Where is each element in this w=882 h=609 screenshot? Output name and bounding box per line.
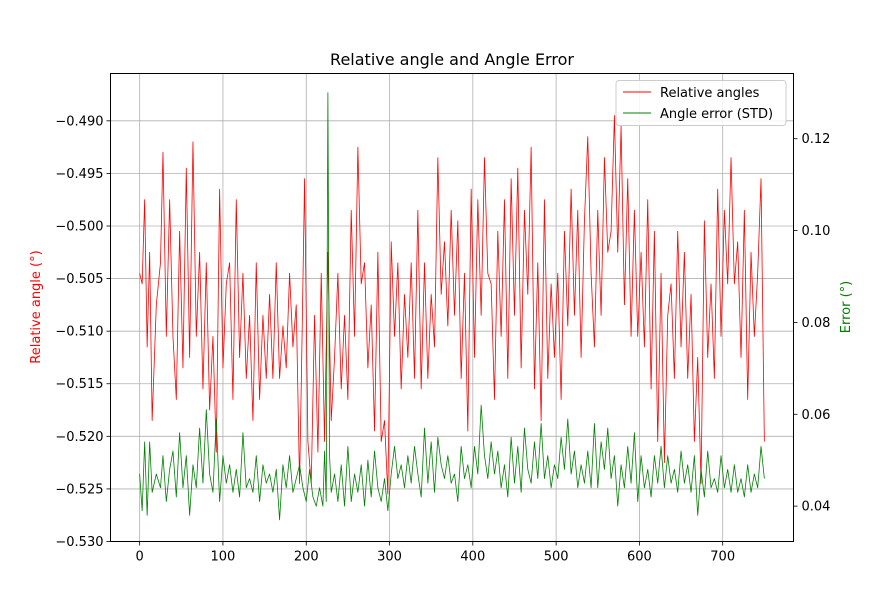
left-y-tick-label: −0.500: [55, 219, 103, 234]
left-y-tick-label: −0.520: [55, 430, 103, 445]
left-y-axis: −0.530 −0.525 −0.520 −0.515 −0.510 −0.505 −0.5…: [55, 114, 111, 550]
x-tick-label: 0: [136, 550, 144, 565]
x-tick-label: 200: [294, 550, 319, 565]
relative-angles-line: [139, 115, 765, 495]
left-y-tick-label: −0.490: [55, 114, 103, 129]
right-y-axis-label: Error (°): [839, 281, 854, 333]
right-y-tick-label: 0.10: [802, 224, 831, 239]
left-y-axis-label: Relative angle (°): [29, 250, 44, 363]
legend-label-relative-angles: Relative angles: [660, 86, 760, 101]
left-y-tick-label: −0.530: [55, 535, 103, 550]
x-tick-label: 300: [377, 550, 402, 565]
chart-title: Relative angle and Angle Error: [330, 50, 574, 69]
plot-frame: [110, 73, 794, 542]
right-y-tick-label: 0.08: [802, 316, 831, 331]
legend-box: [615, 80, 787, 126]
angle-error-line: [139, 92, 765, 521]
left-y-tick-label: −0.495: [55, 167, 103, 182]
right-y-tick-label: 0.12: [802, 132, 831, 147]
left-y-tick-label: −0.505: [55, 272, 103, 287]
x-tick-label: 700: [710, 550, 735, 565]
legend-label-angle-error: Angle error (STD): [660, 107, 773, 122]
x-axis: 0 100 200 300 400 500 600 700: [136, 541, 735, 565]
right-y-tick-label: 0.06: [802, 408, 831, 423]
legend: Relative angles Angle error (STD): [615, 80, 787, 126]
angle-error-series: [139, 92, 765, 521]
x-tick-label: 600: [627, 550, 652, 565]
x-tick-label: 100: [211, 550, 236, 565]
left-y-tick-label: −0.510: [55, 325, 103, 340]
right-y-axis: 0.04 0.06 0.08 0.10 0.12: [793, 132, 831, 515]
left-y-tick-label: −0.515: [55, 377, 103, 392]
x-tick-label: 400: [460, 550, 485, 565]
x-tick-label: 500: [544, 550, 569, 565]
right-y-tick-label: 0.04: [802, 500, 831, 515]
left-y-tick-label: −0.525: [55, 482, 103, 497]
relative-angles-series: [139, 115, 765, 495]
